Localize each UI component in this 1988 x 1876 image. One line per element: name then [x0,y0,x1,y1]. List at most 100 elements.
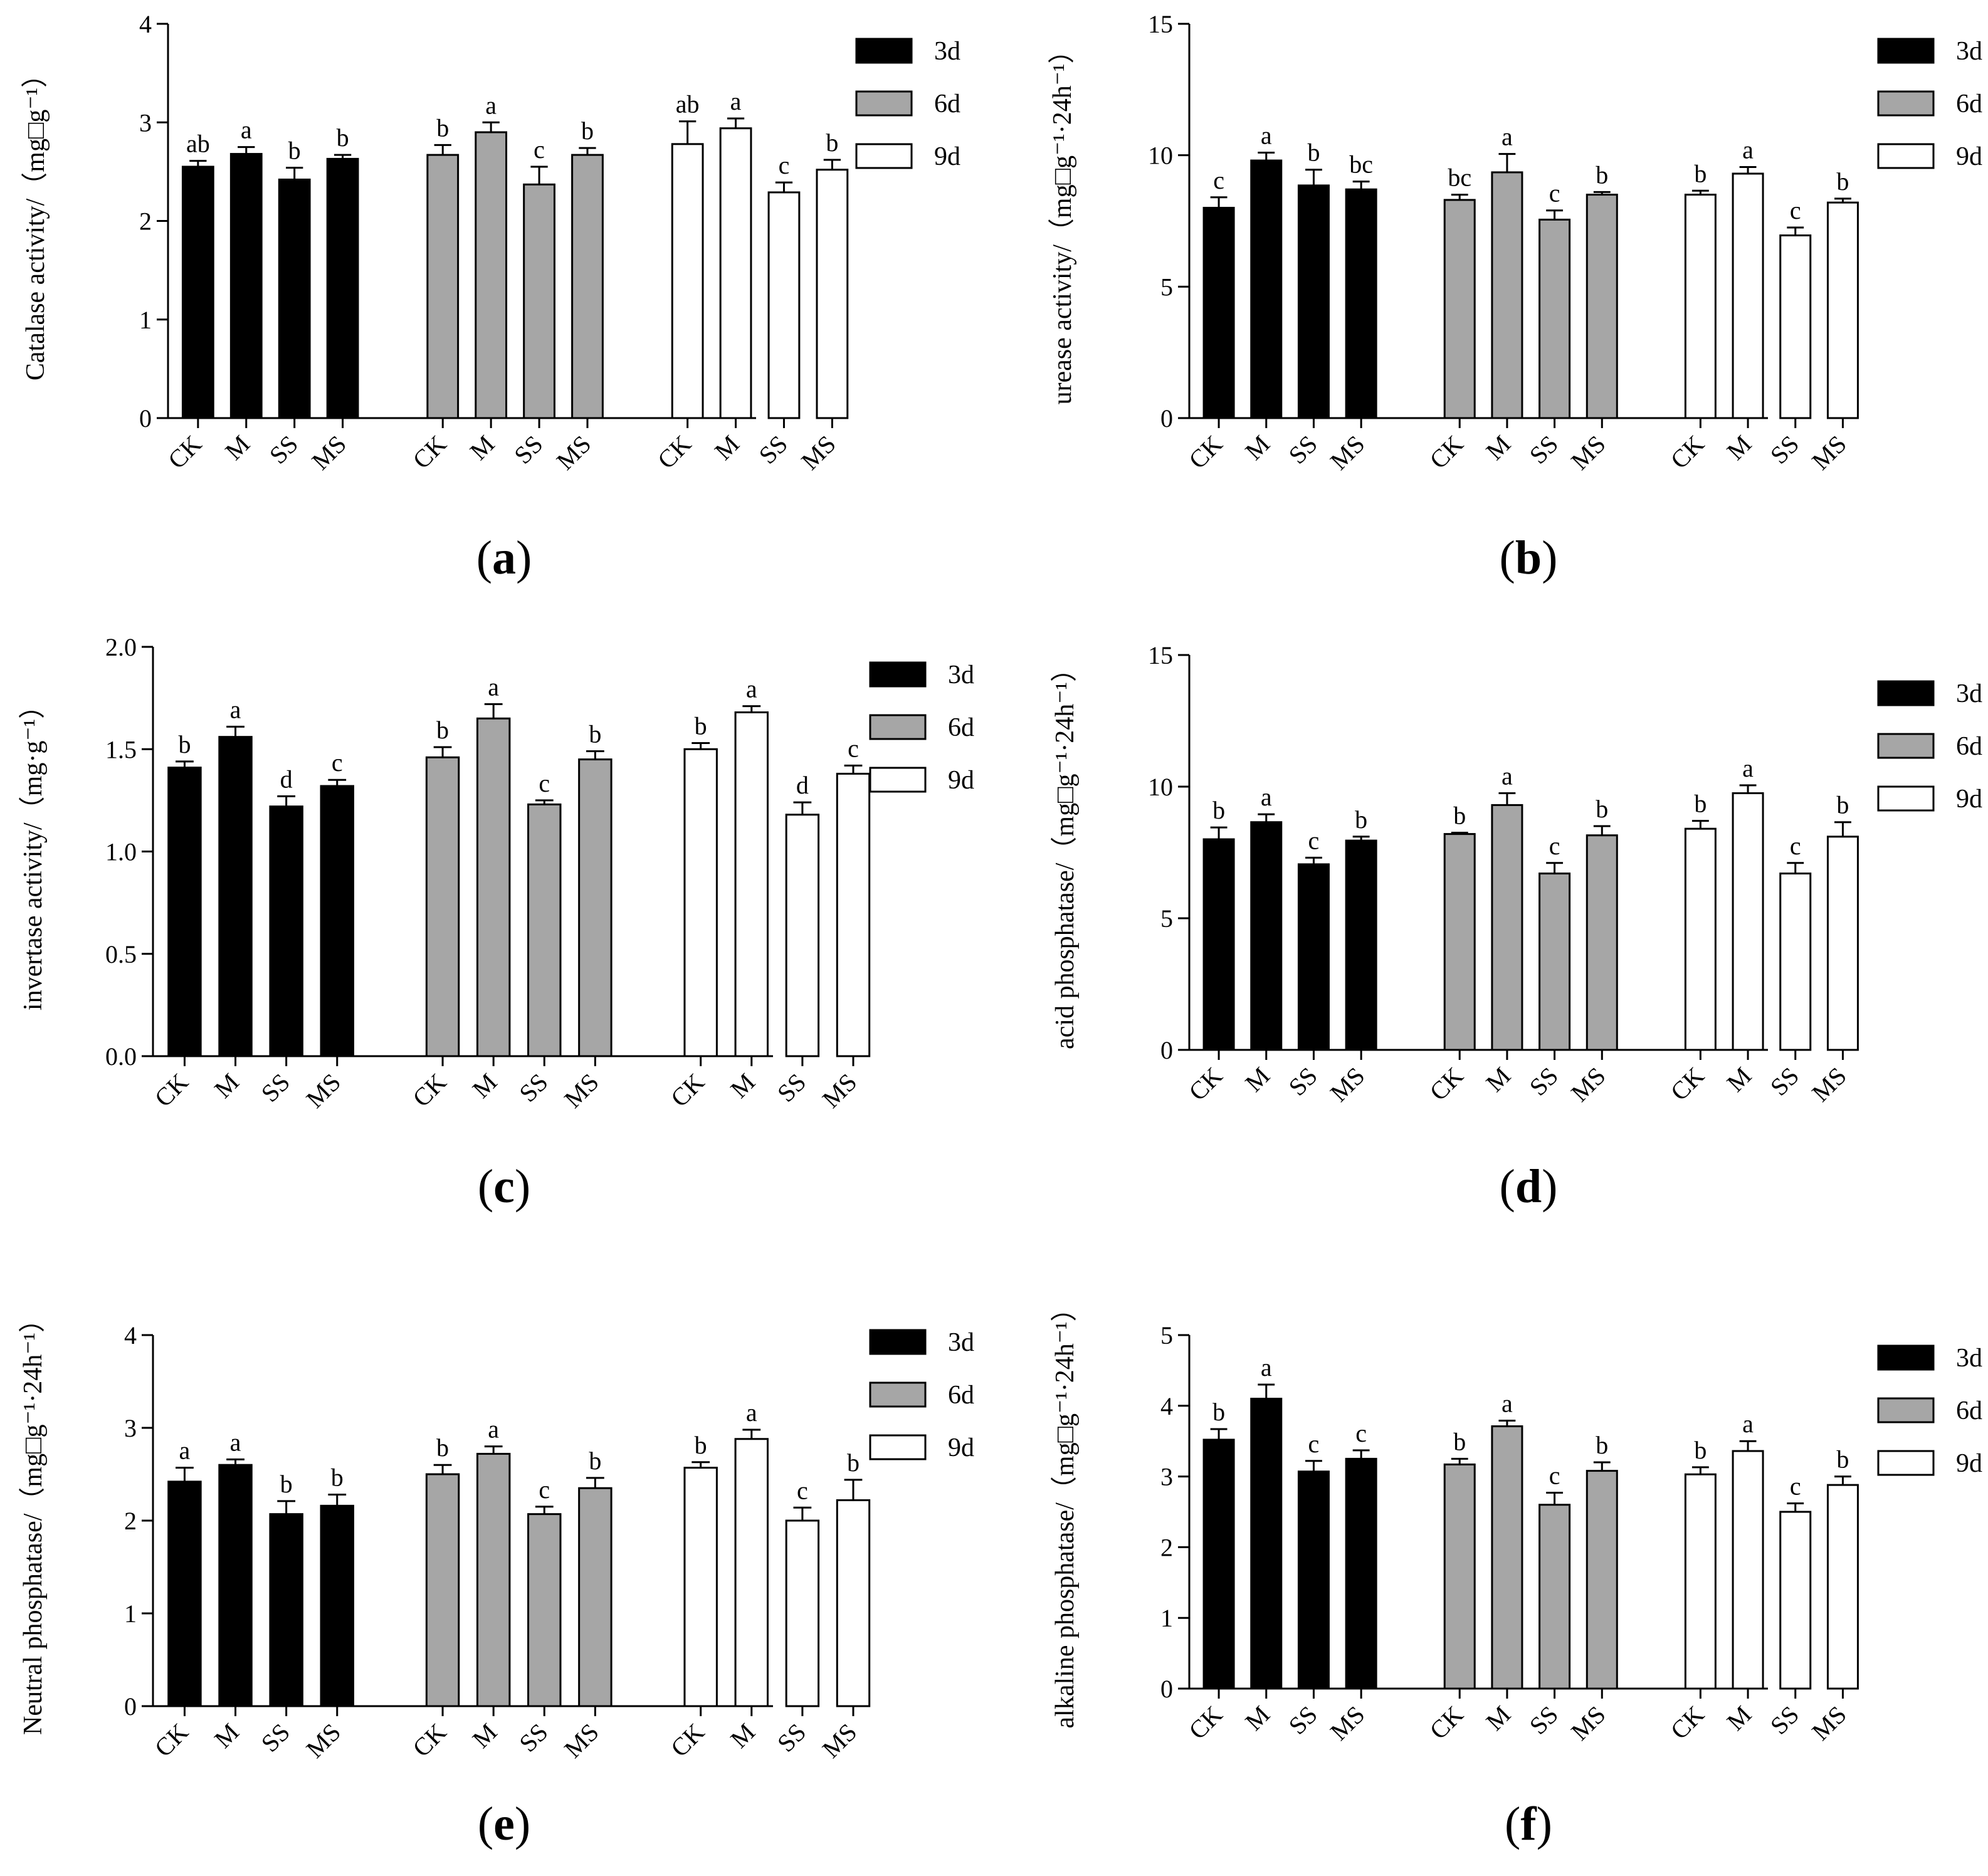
bar-6d-MS [578,758,613,1057]
significance-letter: b [1596,795,1608,823]
bar-9d-M [1732,792,1764,1051]
panel-label: (f) [1505,1798,1552,1850]
bar-9d-M [1732,172,1764,419]
significance-letter: b [1355,805,1367,834]
bar-6d-M [1491,171,1523,419]
significance-letter: c [1308,826,1320,854]
bar-3d-CK [167,1480,202,1707]
bar-9d-SS [1779,1511,1812,1690]
bar-6d-SS [523,183,555,419]
panel-label: (d) [1500,1160,1558,1213]
bar-3d-MS [326,157,359,419]
legend-label-3d: 3d [948,1328,974,1357]
x-category-label: SS [1765,1062,1804,1101]
panel-label: (b) [1500,532,1558,584]
significance-letter: c [848,734,859,762]
x-category-label: MS [817,1068,863,1114]
legend-label-3d: 3d [1956,1344,1982,1373]
y-tick-label: 10 [1148,773,1173,801]
legend-label-6d: 6d [1956,90,1982,118]
x-category-label: MS [300,1718,346,1764]
y-tick-label: 1 [139,306,152,334]
x-category-label: SS [264,430,303,469]
legend-swatch-9d [869,767,927,793]
bar-6d-CK [425,1473,460,1707]
x-category-label: CK [652,429,697,474]
x-category-label: SS [256,1718,295,1758]
legend-swatch-3d [869,661,927,688]
significance-letter: a [1261,1353,1272,1381]
x-category-label: SS [1524,430,1564,469]
y-tick-label: 4 [139,10,152,38]
x-category-label: M [1721,1062,1757,1098]
significance-letter: b [1453,1427,1466,1455]
legend-label-3d: 3d [948,661,974,689]
x-category-label: SS [508,430,548,469]
y-tick-label: 15 [1148,10,1173,38]
bar-9d-M [734,1438,769,1707]
significance-letter: d [280,765,293,793]
y-tick-label: 5 [1160,904,1173,933]
bar-6d-CK [426,154,460,419]
bar-6d-MS [1586,1470,1618,1690]
y-tick-label: 1.5 [105,735,137,763]
significance-letter: c [539,769,550,797]
x-category-label: MS [306,430,352,476]
significance-letter: a [1742,136,1754,164]
significance-letter: a [730,87,742,115]
x-category-label: MS [1806,1062,1852,1108]
significance-letter: b [1694,1436,1707,1464]
bar-6d-SS [1538,872,1571,1051]
legend-swatch-6d [1877,90,1935,117]
legend-swatch-9d [1877,1450,1935,1476]
x-category-label: M [1480,1062,1516,1098]
significance-letter: bc [1349,150,1373,179]
legend-swatch-6d [1877,1397,1935,1423]
significance-letter: b [1836,1445,1849,1474]
x-category-label: SS [772,1718,811,1758]
bar-3d-SS [269,805,303,1057]
panel-letter: c [493,1160,515,1213]
bar-3d-CK [1202,838,1235,1051]
y-tick-label: 0 [1160,404,1173,432]
panel-letter: f [1520,1798,1537,1850]
bar-3d-MS [1345,1457,1377,1690]
x-category-label: M [219,430,255,466]
x-category-label: MS [1565,430,1611,476]
significance-letter: c [1549,1462,1560,1490]
legend-label-6d: 6d [1956,1397,1982,1425]
bar-3d-CK [167,767,202,1057]
legend-label-3d: 3d [1956,37,1982,66]
significance-letter: b [337,123,349,152]
bar-3d-SS [1297,1470,1330,1690]
x-category-label: M [467,1718,503,1754]
legend-label-9d: 9d [1956,142,1982,171]
legend-label-9d: 9d [1956,785,1982,814]
bar-6d-MS [571,154,604,419]
x-category-label: CK [1665,1061,1710,1106]
x-category-label: M [209,1718,245,1754]
bar-6d-SS [1538,218,1571,419]
significance-letter: c [539,1475,550,1504]
x-category-label: SS [1524,1700,1564,1740]
x-category-label: CK [162,429,207,474]
bar-9d-CK [683,748,718,1057]
x-category-label: SS [1283,1700,1323,1740]
x-category-label: CK [407,1067,451,1112]
y-axis-label: alkaline phosphatase/（mg□g⁻¹·24h⁻¹） [1051,1296,1080,1729]
bar-9d-SS [767,191,801,419]
bar-9d-CK [671,143,704,419]
y-tick-label: 4 [1160,1392,1173,1420]
significance-letter: a [1502,123,1513,151]
y-tick-label: 5 [1160,1321,1173,1349]
significance-letter: a [1261,121,1272,149]
bar-3d-M [218,736,253,1057]
legend-label-6d: 6d [948,713,974,742]
bar-6d-CK [1443,199,1476,419]
bar-3d-MS [1345,188,1377,419]
bar-9d-MS [816,169,849,419]
significance-letter: b [581,117,594,145]
bar-3d-SS [269,1513,303,1707]
